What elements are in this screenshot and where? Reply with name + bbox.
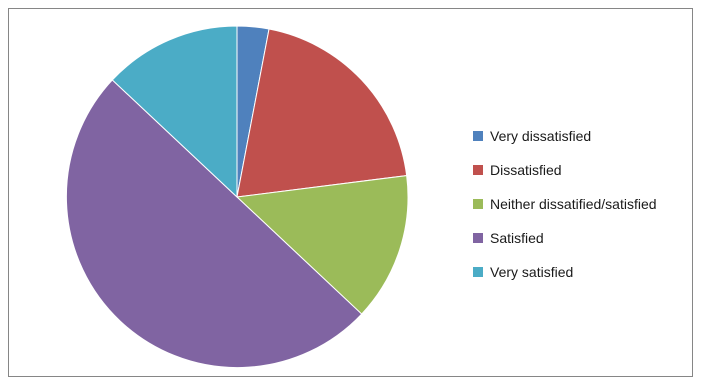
legend-item-satisfied: Satisfied: [473, 221, 657, 255]
legend-swatch-dissatisfied: [473, 165, 483, 175]
pie-slice-very-satisfied: [111, 25, 238, 199]
pie-slice-satisfied: [65, 79, 363, 369]
pie-slice-neither-dissatified-satisfied: [235, 175, 409, 315]
legend-swatch-neither: [473, 199, 483, 209]
legend-item-very-satisfied: Very satisfied: [473, 255, 657, 289]
chart-area: Very dissatisfied Dissatisfied Neither d…: [8, 8, 693, 377]
legend: Very dissatisfied Dissatisfied Neither d…: [473, 119, 657, 289]
legend-swatch-satisfied: [473, 233, 483, 243]
legend-label-satisfied: Satisfied: [490, 230, 544, 246]
legend-item-very-dissatisfied: Very dissatisfied: [473, 119, 657, 153]
pie-chart: [65, 25, 409, 369]
legend-item-dissatisfied: Dissatisfied: [473, 153, 657, 187]
legend-label-very-satisfied: Very satisfied: [490, 264, 574, 280]
legend-swatch-very-satisfied: [473, 267, 483, 277]
legend-label-very-dissatisfied: Very dissatisfied: [490, 128, 592, 144]
legend-item-neither: Neither dissatified/satisfied: [473, 187, 657, 221]
legend-swatch-very-dissatisfied: [473, 131, 483, 141]
legend-label-dissatisfied: Dissatisfied: [490, 162, 562, 178]
pie-slice-dissatisfied: [236, 28, 408, 198]
legend-label-neither: Neither dissatified/satisfied: [490, 196, 657, 212]
